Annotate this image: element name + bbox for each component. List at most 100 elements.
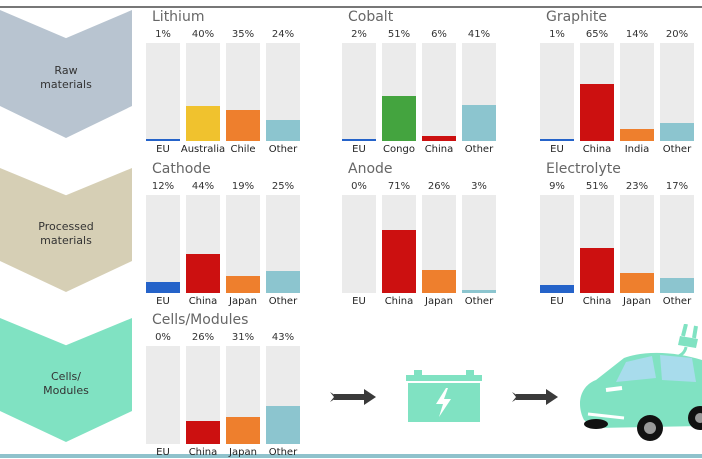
category-label: India (624, 144, 650, 155)
bar-track (620, 43, 654, 141)
chart-electrolyte: Electrolyte 9% EU 51% China 23% Japan 17% Other (540, 161, 700, 307)
chart-cathode: Cathode 12% EU 44% China 19% Japan 25% Other (146, 161, 306, 307)
category-label: EU (352, 296, 366, 307)
data-label: 40% (191, 29, 215, 40)
stage-chevron: Raw materials (0, 10, 132, 138)
chart-title: Anode (348, 161, 393, 177)
category-label: China (188, 447, 218, 458)
bar-track (382, 195, 416, 293)
category-label: Japan (229, 447, 257, 458)
data-label: 0% (155, 332, 171, 343)
data-label: 19% (231, 181, 255, 192)
bar-eu (540, 285, 574, 293)
bar-japan (620, 272, 654, 293)
bar-track (660, 43, 694, 141)
category-label: EU (352, 144, 366, 155)
bar-track (462, 43, 496, 141)
bar-australia (186, 105, 220, 141)
data-label: 44% (191, 181, 215, 192)
bar-track (186, 195, 220, 293)
bar-track (462, 195, 496, 293)
bar-track (422, 195, 456, 293)
data-label: 26% (427, 181, 451, 192)
category-label: Other (662, 296, 692, 307)
data-label: 35% (231, 29, 255, 40)
data-label: 20% (665, 29, 689, 40)
data-label: 1% (549, 29, 565, 40)
category-label: Other (268, 144, 298, 155)
stage-label: Processed materials (38, 220, 94, 248)
data-label: 14% (625, 29, 649, 40)
chart-title: Cathode (152, 161, 211, 177)
chart-graphite: Graphite 1% EU 65% China 14% India 20% Other (540, 9, 700, 155)
category-label: China (582, 296, 612, 307)
category-label: Australia (180, 144, 226, 155)
data-label: 31% (231, 332, 255, 343)
bar-track (146, 346, 180, 444)
bar-track (342, 195, 376, 293)
top-divider (0, 6, 702, 8)
bar-eu (146, 282, 180, 293)
chevron-shape (0, 318, 132, 442)
chart-title: Cells/Modules (152, 312, 249, 328)
data-label: 0% (351, 181, 367, 192)
chart-anode: Anode 0% EU 71% China 26% Japan 3% Other (342, 161, 502, 307)
bar-eu (342, 139, 376, 141)
bar-track (226, 195, 260, 293)
bar-china (186, 421, 220, 444)
bar-track (342, 43, 376, 141)
data-label: 51% (585, 181, 609, 192)
category-label: Other (464, 296, 494, 307)
bar-track (422, 43, 456, 141)
category-label: Other (268, 447, 298, 458)
stage-chevron: Processed materials (0, 168, 132, 292)
arrow-right-icon (512, 389, 558, 405)
category-label: Other (268, 296, 298, 307)
category-label: China (424, 144, 454, 155)
data-label: 26% (191, 332, 215, 343)
chart-title: Lithium (152, 9, 205, 25)
category-label: Chile (230, 144, 256, 155)
bar-track (226, 43, 260, 141)
bar-track (266, 43, 300, 141)
data-label: 1% (155, 29, 171, 40)
bar-track (186, 346, 220, 444)
stage-chevron: Cells/ Modules (0, 318, 132, 442)
chart-title: Graphite (546, 9, 607, 25)
category-label: EU (156, 144, 170, 155)
category-label: Other (662, 144, 692, 155)
category-label: Congo (383, 144, 415, 155)
bar-china (382, 230, 416, 293)
category-label: Japan (623, 296, 651, 307)
electric-car-icon (580, 324, 702, 441)
category-label: EU (156, 296, 170, 307)
category-label: Japan (425, 296, 453, 307)
data-label: 9% (549, 181, 565, 192)
category-label: EU (550, 296, 564, 307)
data-label: 65% (585, 29, 609, 40)
data-label: 43% (271, 332, 295, 343)
data-label: 41% (467, 29, 491, 40)
bar-other (462, 104, 496, 141)
bar-other (266, 119, 300, 141)
bar-other (660, 278, 694, 293)
bar-china (580, 83, 614, 141)
bar-track (266, 195, 300, 293)
bar-china (580, 248, 614, 293)
category-label: China (188, 296, 218, 307)
bottom-divider (0, 454, 702, 458)
bar-track (146, 43, 180, 141)
data-label: 24% (271, 29, 295, 40)
category-label: China (384, 296, 414, 307)
chart-cells-modules: Cells/Modules 0% EU 26% China 31% Japan 43% Othe… (146, 312, 306, 458)
category-label: Japan (229, 296, 257, 307)
bar-track (540, 195, 574, 293)
bar-other (266, 406, 300, 444)
bar-track (580, 43, 614, 141)
bar-other (660, 123, 694, 141)
data-label: 12% (151, 181, 175, 192)
bar-china (422, 135, 456, 141)
bar-track (660, 195, 694, 293)
chevron-shape (0, 168, 132, 292)
